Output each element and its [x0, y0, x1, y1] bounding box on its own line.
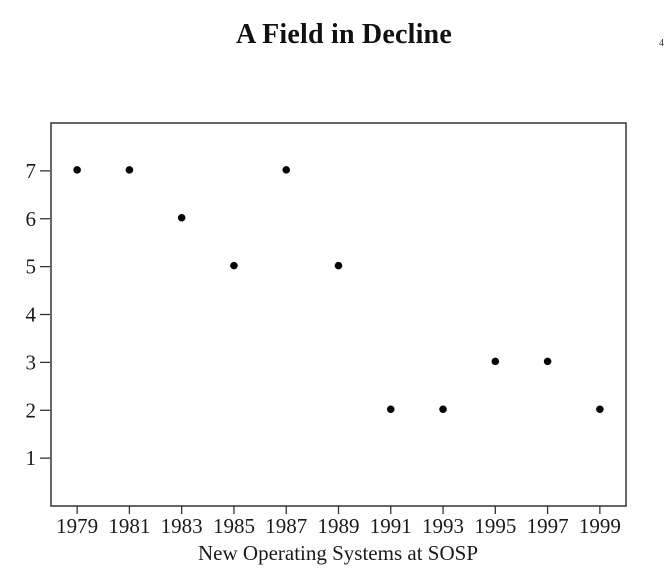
- data-points: [73, 166, 604, 414]
- y-tick-label: 3: [26, 350, 37, 374]
- plot-border: [50, 122, 627, 507]
- x-tick-label: 1993: [422, 514, 464, 538]
- x-tick-label: 1979: [56, 514, 98, 538]
- x-tick-label: 1985: [213, 514, 255, 538]
- chart-title: A Field in Decline: [236, 19, 452, 50]
- y-tick-label: 7: [26, 159, 37, 183]
- data-point: [596, 405, 604, 414]
- y-tick-label: 5: [26, 255, 37, 279]
- x-tick-label: 1989: [318, 514, 360, 538]
- x-tick-label: 1997: [527, 514, 569, 538]
- data-point: [386, 405, 395, 414]
- x-tick-label: 1981: [108, 514, 150, 538]
- data-point: [230, 261, 238, 270]
- page-number: 4: [659, 38, 664, 49]
- x-axis-label: New Operating Systems at SOSP: [198, 541, 478, 565]
- data-point: [73, 166, 81, 174]
- y-tick-label: 1: [26, 446, 37, 470]
- data-point: [439, 405, 447, 414]
- y-tick-label: 6: [26, 207, 37, 231]
- x-tick-label: 1983: [161, 514, 203, 538]
- data-point: [125, 166, 134, 174]
- data-point: [543, 357, 552, 366]
- data-point: [177, 213, 186, 222]
- y-tick-label: 4: [26, 303, 37, 327]
- data-point: [491, 357, 500, 366]
- x-tick-label: 1991: [370, 514, 412, 538]
- data-point: [282, 166, 291, 174]
- y-axis-ticks: 1 2 3 4 5 6 7: [26, 159, 50, 470]
- x-tick-label: 1995: [474, 514, 516, 538]
- y-tick-label: 2: [26, 398, 37, 422]
- x-tick-label: 1999: [579, 514, 621, 538]
- x-tick-label: 1987: [265, 514, 307, 538]
- data-point: [334, 261, 343, 270]
- x-axis-ticks: 1979 1981 1983 1985 1987 1989 1991 1993 1995 1997…: [56, 506, 621, 538]
